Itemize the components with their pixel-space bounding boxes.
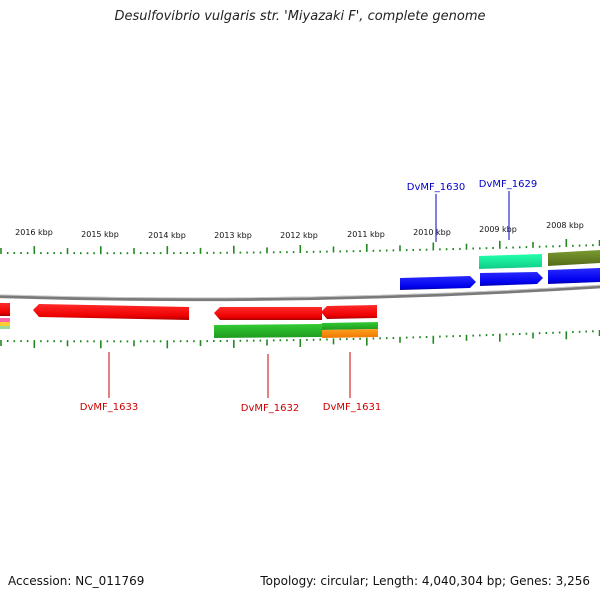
genome-backbone (0, 284, 600, 302)
kbp-label: 2011 kbp (347, 230, 385, 239)
kbp-label: 2013 kbp (214, 231, 252, 240)
gene-arrow[interactable] (321, 305, 377, 319)
gene-arrow[interactable] (480, 272, 543, 286)
gene-arrow[interactable] (0, 318, 10, 322)
gene-arrow[interactable] (0, 326, 10, 329)
kbp-label: 2009 kbp (479, 225, 517, 234)
gene-label[interactable]: DvMF_1633 (80, 402, 138, 413)
gene-label[interactable]: DvMF_1630 (407, 182, 465, 193)
gene-label[interactable]: DvMF_1631 (323, 402, 381, 413)
reverse-strand-track (0, 303, 378, 338)
outer-tick-row (0, 239, 600, 255)
gene-arrow[interactable] (33, 304, 189, 320)
gene-arrow[interactable] (322, 322, 378, 330)
gene-arrow[interactable] (0, 303, 10, 316)
gene-arrow[interactable] (214, 324, 322, 338)
gene-arrow[interactable] (479, 254, 542, 269)
inner-tick-row (0, 330, 600, 349)
gene-arrow[interactable] (548, 250, 600, 266)
kbp-label: 2012 kbp (280, 231, 318, 240)
kbp-label: 2016 kbp (15, 228, 53, 237)
kbp-label: 2015 kbp (81, 230, 119, 239)
map-title: Desulfovibrio vulgaris str. 'Miyazaki F'… (114, 9, 486, 24)
gene-arrow[interactable] (400, 276, 476, 290)
gene-label[interactable]: DvMF_1632 (241, 403, 299, 414)
kbp-label: 2008 kbp (546, 221, 584, 230)
kbp-label: 2014 kbp (148, 231, 186, 240)
kbp-label: 2010 kbp (413, 228, 451, 237)
gene-arrow[interactable] (548, 268, 600, 284)
gene-arrow[interactable] (0, 322, 10, 326)
forward-strand-track (400, 250, 600, 290)
topology-text: Topology: circular; Length: 4,040,304 bp… (260, 574, 590, 588)
gene-arrow[interactable] (322, 329, 378, 338)
gene-arrow[interactable] (214, 307, 322, 320)
gene-label[interactable]: DvMF_1629 (479, 179, 537, 190)
accession-text: Accession: NC_011769 (8, 574, 145, 588)
